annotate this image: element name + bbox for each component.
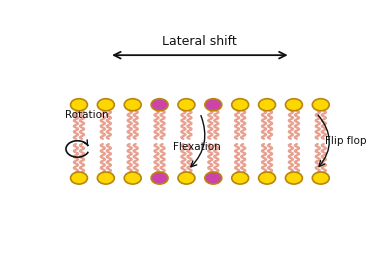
Circle shape [259, 99, 275, 111]
Circle shape [178, 99, 195, 111]
Circle shape [151, 172, 168, 184]
Circle shape [232, 172, 249, 184]
Circle shape [71, 172, 87, 184]
Circle shape [205, 172, 222, 184]
Text: Flip flop: Flip flop [325, 136, 367, 146]
Circle shape [71, 99, 87, 111]
Circle shape [178, 172, 195, 184]
Text: Flexation: Flexation [173, 143, 221, 153]
Circle shape [312, 172, 329, 184]
Circle shape [151, 99, 168, 111]
Circle shape [124, 99, 141, 111]
Circle shape [98, 99, 114, 111]
Circle shape [285, 99, 302, 111]
Text: Lateral shift: Lateral shift [163, 35, 237, 48]
Circle shape [98, 172, 114, 184]
Circle shape [205, 99, 222, 111]
Circle shape [232, 99, 249, 111]
Circle shape [124, 172, 141, 184]
Circle shape [259, 172, 275, 184]
Circle shape [312, 99, 329, 111]
Text: Rotation: Rotation [66, 110, 109, 120]
Circle shape [285, 172, 302, 184]
